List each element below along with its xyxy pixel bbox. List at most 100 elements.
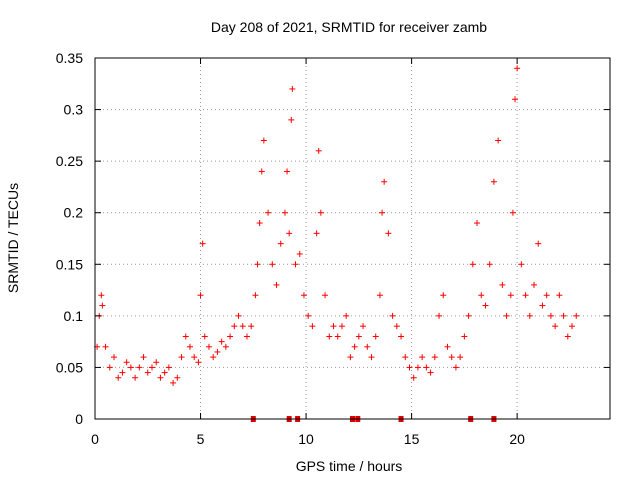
data-point (269, 261, 276, 268)
data-point (178, 354, 185, 361)
data-point (153, 359, 160, 366)
data-point (170, 379, 177, 386)
data-point (239, 323, 246, 330)
data-point (277, 240, 284, 247)
data-point (469, 261, 476, 268)
plot-frame (94, 57, 611, 420)
data-point (338, 323, 345, 330)
data-point (499, 281, 506, 288)
y-tick-label: 0.1 (64, 308, 84, 324)
data-point (201, 333, 208, 340)
data-point (351, 343, 358, 350)
data-point (512, 96, 519, 103)
data-point (256, 220, 263, 227)
data-point (148, 364, 155, 371)
data-point (326, 333, 333, 340)
data-point (99, 302, 106, 309)
data-point (531, 281, 538, 288)
data-point (123, 359, 130, 366)
data-point (334, 333, 341, 340)
y-axis-ticks: 0 0.05 0.1 0.15 0.2 0.25 0.3 0.35 (56, 50, 610, 427)
data-point (132, 374, 139, 381)
data-point (440, 292, 447, 299)
data-point (110, 354, 117, 361)
data-point (197, 292, 204, 299)
data-point (526, 312, 533, 319)
data-point (423, 364, 430, 371)
data-point (161, 369, 168, 376)
data-point (165, 364, 172, 371)
chart-title: Day 208 of 2021, SRMTID for receiver zam… (211, 19, 487, 35)
data-point (379, 209, 386, 216)
x-tick-label: 5 (197, 431, 205, 447)
data-point (381, 178, 388, 185)
data-point (385, 230, 392, 237)
data-point (140, 354, 147, 361)
y-axis-label: SRMTID / TECUs (5, 183, 21, 293)
data-point (313, 230, 320, 237)
data-point (265, 209, 272, 216)
y-tick-label: 0.15 (56, 256, 83, 272)
x-tick-label: 20 (509, 431, 525, 447)
data-point (406, 364, 413, 371)
data-point (503, 312, 510, 319)
data-point (254, 261, 261, 268)
data-point (144, 369, 151, 376)
grid (95, 58, 610, 419)
data-point (252, 292, 259, 299)
data-point (368, 354, 375, 361)
data-point (243, 333, 250, 340)
data-point (556, 292, 563, 299)
data-point (98, 292, 105, 299)
x-tick-label: 15 (404, 431, 420, 447)
data-point (360, 323, 367, 330)
data-point (547, 312, 554, 319)
data-point (218, 338, 225, 345)
data-point (199, 240, 206, 247)
x-tick-label: 0 (91, 431, 99, 447)
data-point (136, 364, 143, 371)
data-point (448, 354, 455, 361)
data-point (552, 323, 559, 330)
data-point (191, 354, 198, 361)
data-point (292, 261, 299, 268)
data-point (490, 178, 497, 185)
data-point (560, 312, 567, 319)
data-point (419, 354, 426, 361)
data-point (573, 312, 580, 319)
data-point (115, 374, 122, 381)
data-point (235, 312, 242, 319)
data-point (402, 354, 409, 361)
x-axis-label: GPS time / hours (296, 458, 403, 474)
data-point (465, 312, 472, 319)
data-point (474, 220, 481, 227)
data-point (281, 209, 288, 216)
data-point (322, 292, 329, 299)
data-point (564, 333, 571, 340)
data-point (309, 323, 316, 330)
data-point (205, 343, 212, 350)
data-point (514, 65, 521, 72)
data-point (305, 312, 312, 319)
data-point (522, 292, 529, 299)
data-point (119, 369, 126, 376)
data-point (486, 261, 493, 268)
data-point (195, 359, 202, 366)
data-point (273, 281, 280, 288)
y-tick-label: 0.05 (56, 359, 83, 375)
data-point (461, 333, 468, 340)
data-point (315, 147, 322, 154)
data-point (543, 292, 550, 299)
data-point (509, 209, 516, 216)
y-tick-label: 0.35 (56, 50, 83, 66)
data-point (260, 137, 267, 144)
data-point (376, 292, 383, 299)
data-point (127, 364, 134, 371)
data-point (444, 343, 451, 350)
data-point (364, 343, 371, 350)
y-tick-label: 0.3 (64, 102, 84, 118)
data-point (227, 333, 234, 340)
data-point (222, 343, 229, 350)
data-point (330, 323, 337, 330)
